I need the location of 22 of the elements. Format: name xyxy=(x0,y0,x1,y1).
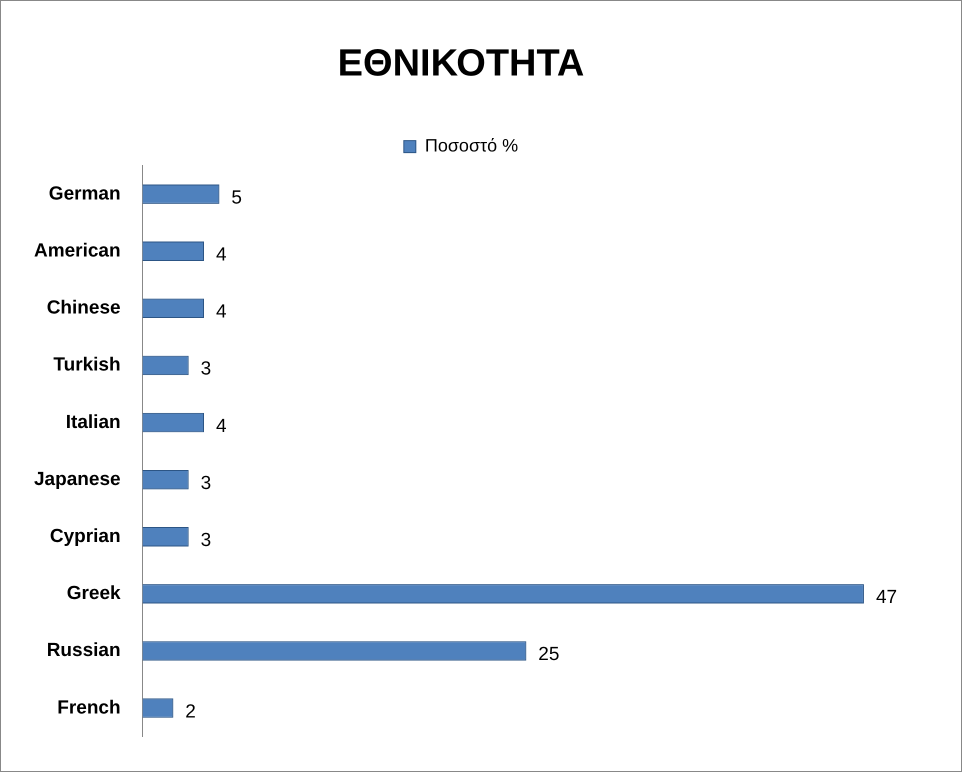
y-tick-label: Japanese xyxy=(34,468,121,490)
data-label: 47 xyxy=(876,587,898,608)
y-tick-label: Italian xyxy=(66,412,121,433)
y-tick-label: American xyxy=(34,240,121,262)
data-label: 4 xyxy=(216,302,228,323)
data-label: 4 xyxy=(216,244,228,266)
legend-label: Ποσοστό % xyxy=(424,136,518,156)
data-label: 25 xyxy=(538,644,560,666)
y-tick-label: Cyprian xyxy=(50,526,121,547)
y-tick-label: German xyxy=(48,183,121,204)
data-label: 3 xyxy=(200,358,212,380)
y-tick-label: Chinese xyxy=(46,298,121,319)
data-label: 3 xyxy=(200,472,212,494)
y-tick-label: Greek xyxy=(66,583,122,604)
y-tick-label: Turkish xyxy=(53,354,121,376)
chart-title: ΕΘΝΙΚΟΤΗΤΑ xyxy=(338,42,584,84)
data-label: 3 xyxy=(200,530,212,551)
data-label: 4 xyxy=(216,416,228,437)
data-label: 5 xyxy=(231,187,242,208)
y-tick-label: Russian xyxy=(46,640,121,662)
data-label: 2 xyxy=(185,701,196,722)
y-tick-label: French xyxy=(57,697,121,718)
